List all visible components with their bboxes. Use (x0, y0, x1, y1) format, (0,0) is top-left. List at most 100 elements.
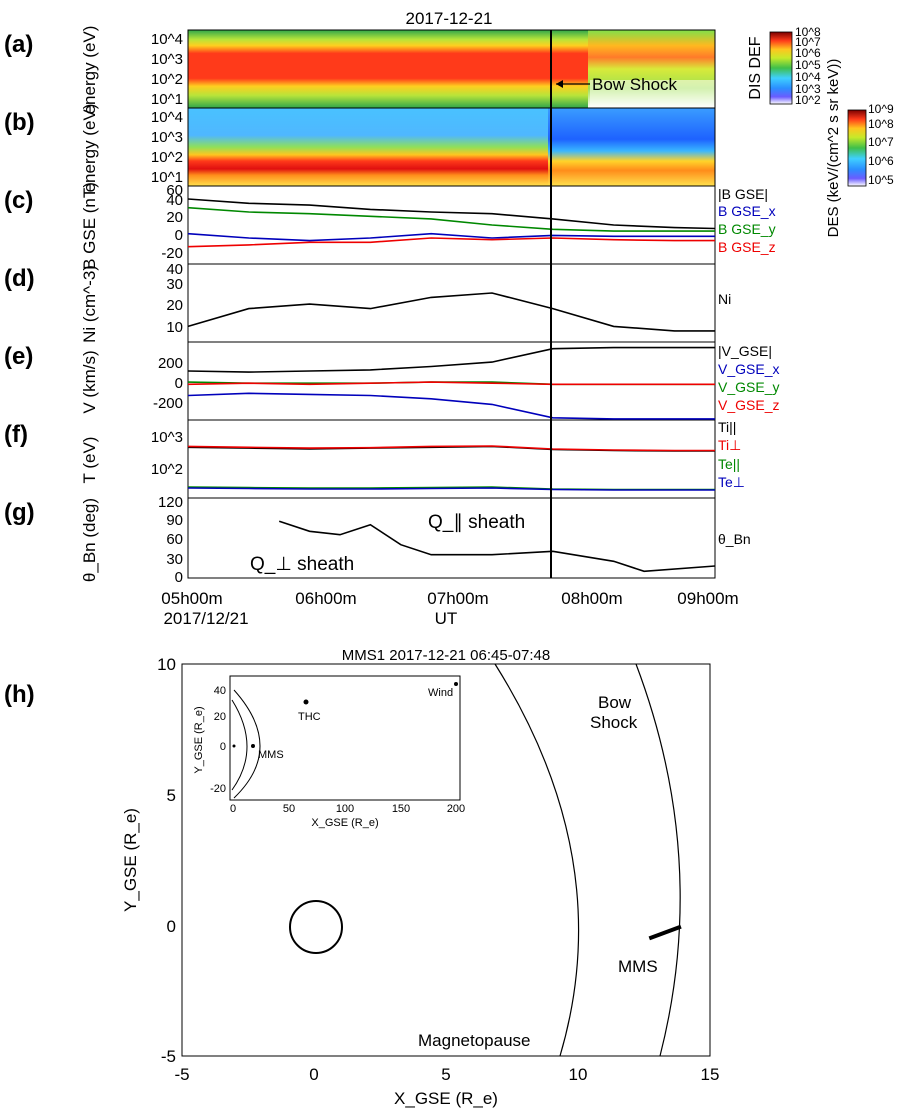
inset-frame (229, 675, 461, 801)
panel-letter-d: (d) (4, 265, 35, 292)
ytick-g-2: 30 (166, 551, 183, 568)
panel-letter-g: (g) (4, 499, 35, 526)
legend-c-z: B GSE_z (718, 239, 776, 255)
cb-dis-t3: 10^5 (795, 58, 821, 72)
panel-frames (187, 29, 716, 579)
legend-c: |B GSE| B GSE_x B GSE_y B GSE_z (718, 186, 776, 255)
legend-e: |V_GSE| V_GSE_x V_GSE_y V_GSE_z (718, 343, 779, 413)
ytick-g-4: 90 (166, 512, 183, 529)
legend-f-ti-perp: Ti⊥ (718, 437, 741, 453)
orbit-y-label: Y_GSE (R_e) (121, 808, 140, 912)
ytick-a-2: 10^2 (151, 71, 183, 88)
trace-c-b-gse-y (187, 206, 715, 232)
inset-ytick-20: 20 (214, 711, 226, 723)
inset-xtick-200: 200 (447, 803, 465, 815)
panel-letter-b: (b) (4, 109, 35, 136)
trace-e-v-gse-z (187, 381, 715, 386)
ytick-b-4: 10^4 (151, 109, 183, 126)
legend-c-y: B GSE_y (718, 221, 776, 237)
colorbar-des-label: DES (keV/(cm^2 s sr keV)) (825, 59, 842, 238)
top-date-label: 2017/12/21 (163, 609, 248, 628)
panel-yticks: 10^1 10^2 10^3 10^4 10^1 10^2 10^3 10^4 … (151, 31, 183, 586)
ylabel-f: T (eV) (80, 437, 99, 484)
ytick-f-1: 10^2 (151, 461, 183, 478)
mms-track (648, 924, 682, 941)
top-x-label: UT (435, 609, 458, 628)
inset-wind-dot (454, 682, 458, 686)
orbit-ticks: -5 0 5 10 15 -5 0 5 10 (157, 655, 719, 1084)
trace-c-b-gse-z (187, 237, 715, 248)
inset-ytick-40: 40 (214, 685, 226, 697)
inset-xtick-150: 150 (392, 803, 410, 815)
orbit-xtick-5: 5 (441, 1065, 450, 1084)
trace-f-ti- (187, 445, 715, 452)
line-traces (187, 198, 716, 573)
orbit-inset: THC Wind MMS 0 50 100 150 200 -20 0 20 4… (193, 675, 465, 829)
cb-des-t1: 10^6 (868, 154, 894, 168)
ylabel-c: B GSE (nT) (80, 182, 99, 270)
orbit-title: MMS1 2017-12-21 06:45-07:48 (342, 647, 550, 664)
cb-dis-t1: 10^3 (795, 82, 821, 96)
trace-c-b-gse-x (187, 232, 715, 242)
inset-xtick-50: 50 (283, 803, 295, 815)
inset-magnetopause (231, 699, 248, 791)
ytick-c-3: 20 (166, 209, 183, 226)
inset-earth (232, 744, 236, 748)
xtick-06: 06h00m (295, 589, 356, 608)
top-xticks: 05h00m 06h00m 07h00m 08h00m 09h00m (161, 589, 738, 608)
panel-letter-h: (h) (4, 681, 35, 708)
top-title: 2017-12-21 (406, 9, 493, 28)
cb-dis-t5: 10^7 (795, 35, 821, 49)
orbit-xtick-10: 10 (569, 1065, 588, 1084)
inset-xtick-0: 0 (230, 803, 236, 815)
inset-bowshock (233, 689, 261, 799)
ytick-c-4: 40 (166, 192, 183, 209)
orbit-ytick-m5: -5 (161, 1047, 176, 1066)
ytick-d-2: 20 (166, 297, 183, 314)
orbit-main-plot: Magnetopause Bow Shock MMS (289, 663, 682, 1057)
inset-y-label: Y_GSE (R_e) (193, 706, 205, 773)
ylabel-g: θ_Bn (deg) (80, 498, 99, 582)
panel-ylabels: energy (eV) energy (eV) B GSE (nT) Ni (c… (80, 26, 99, 582)
orbit-ytick-5: 5 (167, 786, 176, 805)
ytick-g-5: 120 (158, 494, 183, 511)
legend-f: Ti|| Ti⊥ Te|| Te⊥ (718, 419, 745, 490)
legend-c-x: B GSE_x (718, 203, 776, 219)
trace-f-te- (187, 487, 715, 491)
inset-x-label: X_GSE (R_e) (311, 817, 378, 829)
cb-dis-t6: 10^8 (795, 25, 821, 39)
legend-f-ti-par: Ti|| (718, 419, 736, 435)
inset-ytick-0: 0 (220, 741, 226, 753)
q-par-sheath-label: Q_∥ sheath (428, 512, 525, 533)
ytick-b-2: 10^2 (151, 149, 183, 166)
orbit-x-label: X_GSE (R_e) (394, 1089, 498, 1108)
ytick-g-1: 0 (175, 569, 183, 586)
cb-dis-t4: 10^6 (795, 46, 821, 60)
ytick-c-2: 0 (175, 227, 183, 244)
cb-dis-t0: 10^2 (795, 93, 821, 107)
panel-letter-a: (a) (4, 31, 33, 58)
ytick-d-1: 10 (166, 319, 183, 336)
ytick-a-1: 10^1 (151, 91, 183, 108)
ytick-g-3: 60 (166, 531, 183, 548)
orbit-ytick-10: 10 (157, 655, 176, 674)
bowshock-label-2: Shock (590, 713, 638, 732)
cb-dis-t2: 10^4 (795, 70, 821, 84)
inset-wind-label: Wind (428, 687, 453, 699)
bow-shock-annotation: Bow Shock (556, 75, 678, 94)
colorbar-des-bar (847, 109, 867, 187)
legend-e-z: V_GSE_z (718, 397, 779, 413)
xtick-07: 07h00m (427, 589, 488, 608)
orbit-ytick-0: 0 (167, 917, 176, 936)
cb-des-t0: 10^5 (868, 173, 894, 187)
bow-shock-arrowhead (556, 80, 563, 88)
trace-g--bn (278, 520, 716, 573)
inset-mms-dot (251, 744, 255, 748)
trace-e-v-gse-x (187, 392, 715, 420)
frame-g (187, 497, 716, 579)
ytick-b-1: 10^1 (151, 169, 183, 186)
legend-g-theta: θ_Bn (718, 531, 751, 547)
panel-letter-f: (f) (4, 421, 28, 448)
legend-c-total: |B GSE| (718, 186, 768, 202)
